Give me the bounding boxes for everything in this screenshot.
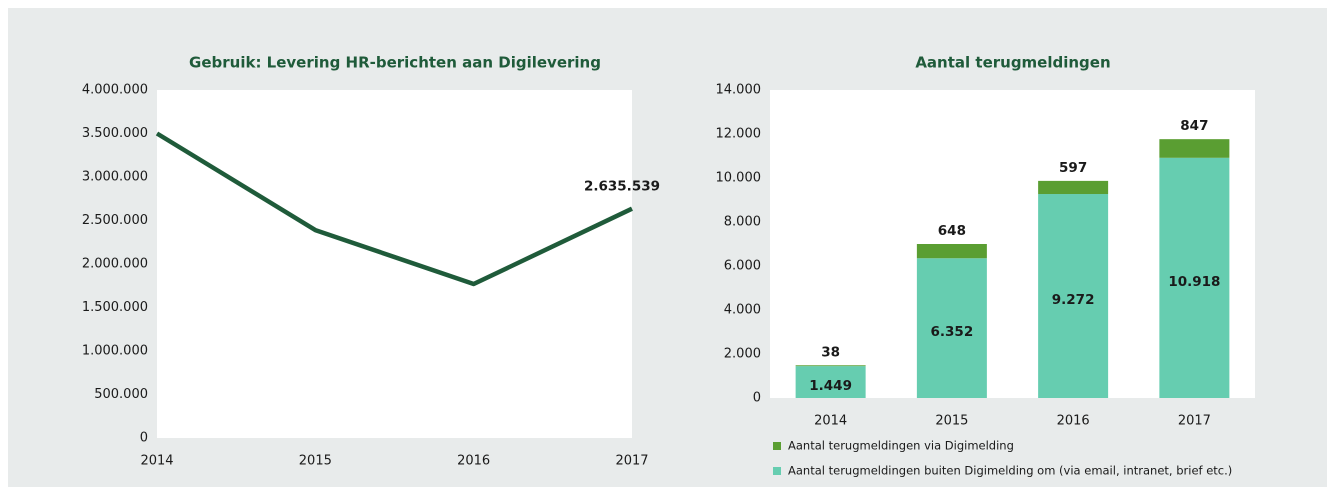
value-label: 847 xyxy=(1180,118,1208,134)
value-label: 6.352 xyxy=(931,324,974,340)
y-tick-label: 12.000 xyxy=(716,127,762,142)
y-tick-label: 14.000 xyxy=(716,83,762,98)
bar-segment xyxy=(1038,194,1109,398)
value-label: 2.635.539 xyxy=(584,179,660,195)
legend-swatch xyxy=(773,467,781,475)
bar-segment xyxy=(1159,157,1230,398)
value-label: 10.918 xyxy=(1168,274,1220,290)
x-tick-label: 2014 xyxy=(814,414,847,429)
x-tick-label: 2017 xyxy=(615,454,648,469)
y-tick-label: 10.000 xyxy=(716,171,762,186)
y-tick-label: 6.000 xyxy=(724,259,761,274)
y-tick-label: 4.000.000 xyxy=(82,83,148,98)
y-tick-label: 4.000 xyxy=(724,303,761,318)
y-tick-label: 0 xyxy=(140,431,148,446)
chart-title: Gebruik: Levering HR-berichten aan Digil… xyxy=(189,54,601,72)
value-label: 9.272 xyxy=(1052,292,1095,308)
x-tick-label: 2017 xyxy=(1178,414,1211,429)
plot-area xyxy=(157,90,632,438)
y-tick-label: 3.000.000 xyxy=(82,170,148,185)
legend-label: Aantal terugmeldingen via Digimelding xyxy=(788,439,1014,453)
bar-segment xyxy=(916,244,987,259)
x-tick-label: 2016 xyxy=(1057,414,1090,429)
y-tick-label: 500.000 xyxy=(94,387,148,402)
y-tick-label: 2.000 xyxy=(724,347,761,362)
bar-segment xyxy=(916,258,987,398)
bar-segment xyxy=(795,366,866,398)
bar-segment xyxy=(1038,180,1109,195)
y-tick-label: 2.000.000 xyxy=(82,257,148,272)
y-tick-label: 2.500.000 xyxy=(82,213,148,228)
x-tick-label: 2016 xyxy=(457,454,490,469)
y-tick-label: 3.500.000 xyxy=(82,126,148,141)
chart-title: Aantal terugmeldingen xyxy=(915,54,1110,72)
value-label: 1.449 xyxy=(809,378,852,394)
line xyxy=(155,131,633,287)
legend-label: Aantal terugmeldingen buiten Digimelding… xyxy=(788,464,1232,478)
y-tick-label: 8.000 xyxy=(724,215,761,230)
legend-swatch xyxy=(773,442,781,450)
y-tick-label: 1.500.000 xyxy=(82,300,148,315)
value-label: 648 xyxy=(938,223,966,239)
value-label: 38 xyxy=(821,344,840,360)
y-tick-label: 1.000.000 xyxy=(82,344,148,359)
bar-segment xyxy=(795,365,866,367)
x-tick-label: 2014 xyxy=(140,454,173,469)
bar-segment xyxy=(1159,139,1230,158)
value-label: 597 xyxy=(1059,160,1087,176)
x-tick-label: 2015 xyxy=(935,414,968,429)
y-tick-label: 0 xyxy=(753,391,761,406)
x-tick-label: 2015 xyxy=(299,454,332,469)
